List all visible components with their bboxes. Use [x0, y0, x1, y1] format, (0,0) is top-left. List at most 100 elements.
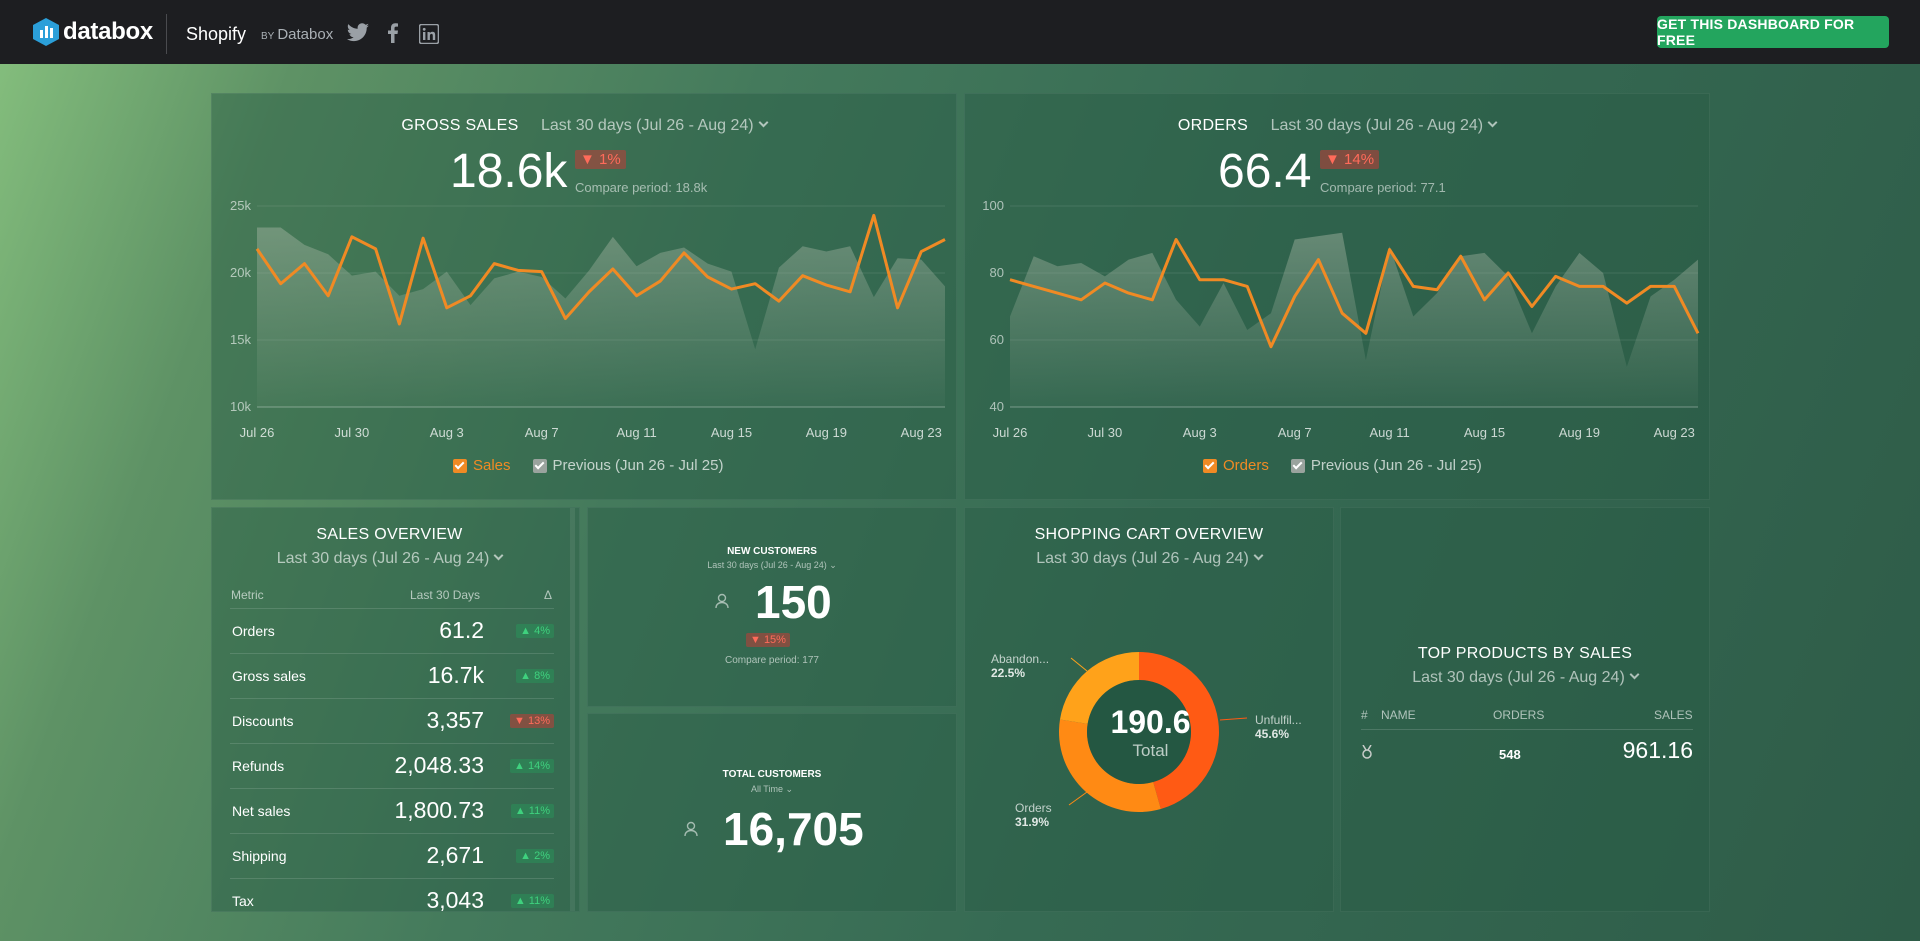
orders-legend: Orders Previous (Jun 26 - Jul 25) — [1203, 457, 1482, 474]
sales-checkbox[interactable] — [453, 458, 467, 473]
gross-sales-legend: Sales Previous (Jun 26 - Jul 25) — [453, 457, 723, 474]
metric-delta-badge: ▲ 8% — [516, 669, 554, 683]
sales-series-line[interactable] — [255, 213, 946, 326]
table-row[interactable]: Discounts 3,357 ▼ 13% — [230, 698, 554, 743]
x-tick-label: Aug 15 — [711, 425, 752, 440]
orders-compare: Compare period: 77.1 — [1320, 180, 1446, 195]
sales-overview-panel: SALES OVERVIEW Last 30 days (Jul 26 - Au… — [211, 507, 580, 912]
new-customers-delta: ▼ 15% — [746, 633, 790, 647]
total-customers-value: 16,705 — [723, 803, 864, 855]
legend-previous[interactable]: Previous (Jun 26 - Jul 25) — [1310, 457, 1482, 474]
y-tick-label: 15k — [230, 332, 251, 347]
table-row[interactable]: 548 961.16 — [1361, 731, 1693, 771]
table-row[interactable]: Orders 61.2 ▲ 4% — [230, 608, 554, 653]
get-dashboard-button[interactable]: GET THIS DASHBOARD FOR FREE — [1657, 16, 1889, 48]
table-row[interactable]: Gross sales 16.7k ▲ 8% — [230, 653, 554, 698]
x-tick-label: Jul 30 — [1088, 425, 1123, 440]
top-products-date-selector[interactable]: Last 30 days (Jul 26 - Aug 24) — [1341, 669, 1709, 687]
table-row[interactable]: Shipping 2,671 ▲ 2% — [230, 833, 554, 878]
y-tick-label: 10k — [230, 399, 251, 414]
donut-center-label: Total — [1132, 741, 1169, 760]
orders-label: Orders 31.9% — [1015, 801, 1052, 829]
x-tick-label: Aug 11 — [616, 425, 656, 440]
metric-name: Refunds — [232, 758, 285, 774]
orders-chart[interactable]: 100 80 60 40 Jul 26 Jul 30 Aug 3 Aug 7 Aug 11 Aug… — [965, 94, 1711, 501]
table-row[interactable]: Net sales 1,800.73 ▲ 11% — [230, 788, 554, 833]
twitter-icon[interactable] — [346, 23, 370, 43]
linkedin-icon[interactable] — [419, 24, 439, 44]
shopping-cart-donut-chart[interactable] — [965, 508, 1335, 913]
x-tick-label: Aug 3 — [1183, 425, 1217, 440]
metric-value: 1,800.73 — [394, 797, 484, 823]
metric-name: Tax — [232, 893, 254, 909]
x-tick-label: Jul 26 — [240, 425, 275, 440]
facebook-icon[interactable] — [388, 23, 398, 43]
gross-sales-chart[interactable]: 25k 20k 15k 10k Jul 26 Jul 30 Aug 3 Aug 7 Aug 11… — [212, 94, 958, 501]
metric-name: Net sales — [232, 803, 291, 819]
metric-name: Gross sales — [232, 668, 306, 684]
gross-sales-title: GROSS SALES — [401, 117, 519, 134]
databox-logo-icon — [33, 18, 59, 46]
y-tick-label: 60 — [990, 332, 1004, 347]
y-tick-label: 40 — [990, 399, 1004, 414]
previous-checkbox[interactable] — [532, 458, 547, 473]
col-orders: ORDERS — [1493, 708, 1545, 722]
databox-logo[interactable]: databox — [33, 18, 153, 46]
donut-slice[interactable] — [1059, 719, 1161, 812]
shopping-cart-panel: SHOPPING CART OVERVIEW Last 30 days (Jul… — [964, 507, 1334, 912]
table-row[interactable]: Tax 3,043 ▲ 11% — [230, 878, 554, 912]
orders-series-line[interactable] — [1009, 238, 1700, 349]
metric-value: 61.2 — [439, 617, 484, 643]
top-products-panel: TOP PRODUCTS BY SALES Last 30 days (Jul … — [1340, 507, 1710, 912]
legend-orders[interactable]: Orders — [1223, 457, 1269, 474]
gross-sales-panel: GROSS SALES Last 30 days (Jul 26 - Aug 2… — [211, 93, 957, 500]
table-row[interactable]: Refunds 2,048.33 ▲ 14% — [230, 743, 554, 788]
new-customers-date-selector[interactable]: Last 30 days (Jul 26 - Aug 24) ⌄ — [707, 560, 837, 570]
medal-icon — [1362, 745, 1372, 759]
metric-name: Orders — [232, 623, 275, 639]
legend-previous[interactable]: Previous (Jun 26 - Jul 25) — [552, 457, 724, 474]
orders-date-selector[interactable]: Last 30 days (Jul 26 - Aug 24) — [1271, 117, 1498, 134]
dashboard-product-name: Shopify — [186, 24, 247, 44]
person-icon — [715, 593, 729, 614]
sales-overview-scrollbar[interactable] — [570, 508, 575, 911]
metric-name: Shipping — [232, 848, 287, 864]
col-delta: Δ — [544, 588, 553, 602]
person-icon — [684, 821, 698, 842]
new-customers-value: 150 — [755, 576, 832, 628]
legend-sales[interactable]: Sales — [473, 457, 511, 474]
metric-value: 16.7k — [427, 662, 484, 688]
metric-value: 2,671 — [426, 842, 484, 868]
x-tick-label: Aug 3 — [430, 425, 464, 440]
topbar-divider — [166, 14, 167, 54]
total-customers-date-selector[interactable]: All Time ⌄ — [750, 784, 794, 794]
top-products-title: TOP PRODUCTS BY SALES — [1417, 645, 1633, 662]
col-name: NAME — [1381, 708, 1416, 722]
new-customers-title: NEW CUSTOMERS — [727, 546, 817, 557]
x-tick-label: Aug 19 — [1559, 425, 1600, 440]
product-sales: 961.16 — [1622, 737, 1693, 763]
top-bar: databox Shopify BY Databox GET THIS DASHB… — [0, 0, 1920, 64]
donut-slice[interactable] — [1139, 652, 1219, 809]
y-tick-label: 80 — [990, 265, 1004, 280]
metric-name: Discounts — [232, 713, 294, 729]
shopping-cart-date-selector[interactable]: Last 30 days (Jul 26 - Aug 24) — [965, 550, 1333, 568]
abandoned-label: Abandon... 22.5% — [991, 652, 1050, 680]
donut-slice[interactable] — [1059, 652, 1139, 724]
col-metric: Metric — [231, 588, 264, 602]
x-tick-label: Aug 23 — [1654, 425, 1695, 440]
gross-sales-date-selector[interactable]: Last 30 days (Jul 26 - Aug 24) — [541, 117, 769, 134]
leader-line — [1068, 791, 1088, 806]
leader-line — [1070, 657, 1088, 672]
x-tick-label: Aug 19 — [806, 425, 847, 440]
orders-panel: ORDERS Last 30 days (Jul 26 - Aug 24) 66… — [964, 93, 1710, 500]
sales-overview-date-selector[interactable]: Last 30 days (Jul 26 - Aug 24) — [212, 550, 567, 568]
gross-sales-value: 18.6k — [450, 145, 568, 198]
x-tick-label: Aug 7 — [525, 425, 559, 440]
previous-checkbox[interactable] — [1290, 458, 1305, 473]
y-tick-label: 25k — [230, 198, 251, 213]
by-databox: BY Databox — [261, 26, 334, 43]
orders-delta: ▼ 14% — [1320, 150, 1380, 169]
metric-value: 3,043 — [426, 887, 484, 912]
orders-checkbox[interactable] — [1203, 458, 1217, 473]
